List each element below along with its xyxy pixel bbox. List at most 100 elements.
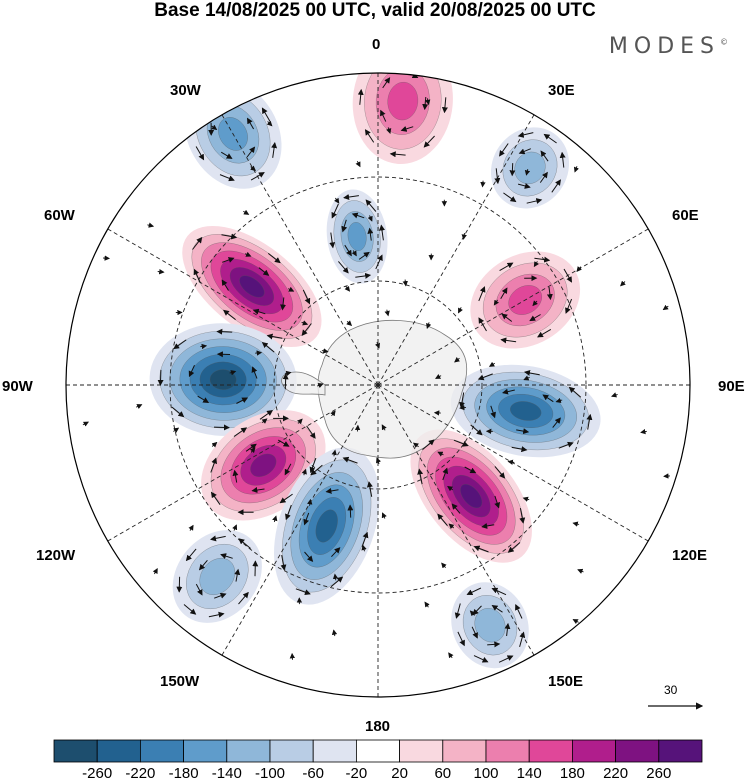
meridian-line (377, 224, 656, 386)
wind-vector (494, 495, 500, 509)
wind-vector (517, 131, 534, 138)
wind-vector (480, 180, 486, 188)
map-disk (66, 73, 690, 697)
wind-vector (459, 404, 467, 411)
wind-vector (201, 87, 216, 96)
wind-vector (188, 524, 194, 531)
wind-vector (301, 323, 312, 336)
wind-vector (232, 524, 238, 531)
wind-vector (490, 405, 496, 419)
colorbar-swatch (312, 739, 357, 763)
wind-vector (507, 459, 515, 465)
wind-vector (346, 320, 353, 327)
wind-vector (572, 521, 580, 527)
wind-vector (367, 215, 373, 222)
lon-label-90e: 90E (718, 378, 745, 395)
wind-vector (185, 548, 197, 562)
wind-vector (389, 151, 406, 158)
wind-vector (307, 498, 313, 506)
wind-vector (157, 268, 165, 275)
lon-label-30e: 30E (548, 82, 575, 99)
wind-vector (266, 120, 273, 127)
wind-vector (511, 446, 528, 453)
wind-vector (494, 168, 501, 185)
wind-vector (447, 485, 454, 492)
colorbar-tick-label: -60 (302, 765, 325, 782)
wind-vector (473, 655, 489, 663)
wind-vector (330, 576, 344, 588)
wind-vector (250, 165, 256, 171)
wind-vector (423, 135, 435, 148)
wind-vector (301, 468, 307, 476)
wind-vector (238, 591, 249, 605)
wind-vector (261, 418, 268, 424)
wind-vector (342, 456, 358, 464)
colorbar-tick-label: 100 (473, 765, 499, 782)
wind-vector (451, 503, 461, 514)
wind-vector (620, 280, 626, 287)
wind-vector (297, 418, 303, 425)
wind-vector (466, 587, 482, 595)
wind-vector (437, 451, 444, 457)
wind-vector (272, 515, 278, 523)
wind-vector (280, 555, 287, 571)
wind-vector (504, 622, 511, 637)
wind-vector (376, 457, 382, 464)
wind-vector (82, 421, 89, 427)
wind-vector (459, 392, 465, 409)
wind-vector (469, 610, 476, 617)
wind-vector (375, 254, 383, 270)
wind-vector (501, 313, 513, 322)
wind-vector (303, 512, 310, 526)
wind-vector (441, 97, 448, 114)
lon-label-90w: 90W (2, 378, 33, 395)
anomaly-s-negative (274, 447, 380, 605)
wind-vector (534, 256, 551, 263)
wind-vector (524, 168, 531, 176)
wind-vector (331, 203, 339, 219)
wind-vector (471, 626, 478, 639)
wind-vector (437, 513, 448, 527)
wind-vector (183, 604, 197, 615)
wind-vector (136, 404, 143, 409)
colorbar (53, 739, 703, 763)
wind-vector (499, 262, 514, 272)
wind-vector (379, 224, 385, 241)
wind-vector (325, 487, 339, 494)
wind-vector (577, 568, 584, 574)
wind-vector (533, 261, 539, 268)
wind-vector (280, 297, 287, 311)
wind-vector (367, 227, 374, 241)
wind-vector (457, 631, 465, 647)
colorbar-tick-label: 260 (646, 765, 672, 782)
meridian-line (217, 384, 379, 663)
anomaly-nw-positive (182, 225, 322, 348)
latitude-circle (169, 176, 587, 594)
wind-vector (519, 631, 526, 648)
wind-vector (223, 309, 236, 320)
wind-vector (266, 333, 283, 340)
colorbar-swatch (485, 739, 530, 763)
wind-vector (488, 361, 496, 367)
wind-vector (454, 356, 461, 363)
lon-label-150e: 150E (548, 673, 584, 690)
wind-vector (243, 209, 250, 215)
wind-vector (441, 562, 447, 569)
map-border (65, 72, 691, 698)
wind-vector (321, 348, 329, 354)
wind-vector (216, 328, 233, 335)
wind-vector (208, 611, 225, 618)
wind-vector (500, 337, 517, 344)
lon-label-120w: 120W (36, 547, 76, 564)
colorbar-swatch (226, 739, 271, 763)
lon-label-30w: 30W (170, 82, 201, 99)
wind-vector (310, 464, 323, 476)
colorbar-swatch (183, 739, 228, 763)
meridian-line (377, 384, 539, 663)
wind-vector (662, 304, 669, 311)
wind-vector (461, 233, 467, 240)
wind-vector (523, 375, 530, 381)
wind-vector (147, 222, 155, 228)
colorbar-tick-label: 60 (434, 765, 452, 782)
wind-vector (500, 287, 508, 299)
